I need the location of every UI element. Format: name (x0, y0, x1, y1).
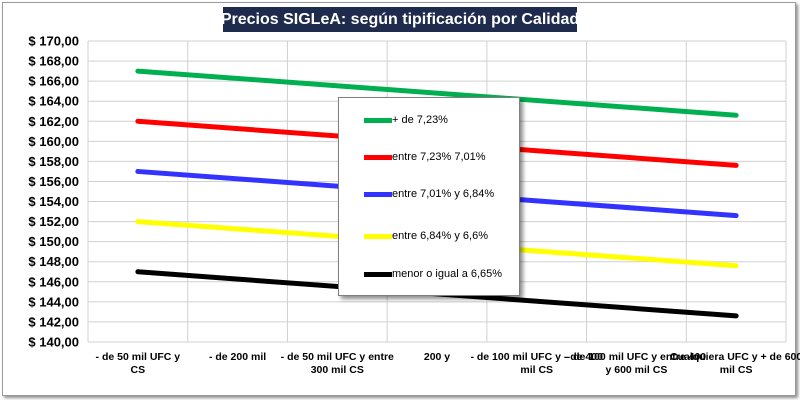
x-tick-label: - de 50 mil UFC y CS (96, 351, 181, 376)
legend-item: entre 6,84% y 6,6% (364, 228, 488, 244)
x-tick-label: - de 200 mil (209, 351, 266, 363)
y-axis-ticks: $ 140,00 $ 142,00 $ 144,00 $ 146,00 $ 148,00… (28, 34, 79, 350)
legend-label: entre 6,84% y 6,6% (392, 230, 489, 242)
y-tick-label: $ 144,00 (28, 294, 79, 309)
legend-item: menor o igual a 6,65% (364, 266, 502, 282)
x-tick-label: - de 50 mil UFC y entre 300 mil CS (281, 351, 394, 376)
y-tick-label: $ 150,00 (28, 234, 79, 249)
x-tick-label: Cualquiera UFC y + de 600 mil CS (670, 351, 800, 376)
y-tick-label: $ 140,00 (28, 335, 79, 350)
legend-item: + de 7,23% (364, 112, 448, 128)
legend-swatch-4 (364, 271, 392, 277)
x-axis-ticks: - de 50 mil UFC y CS - de 200 mil - de 50 m… (96, 351, 800, 376)
x-tick-label: 200 y (424, 351, 450, 363)
legend-label: menor o igual a 6,65% (392, 268, 503, 280)
legend-swatch-2 (364, 191, 392, 197)
legend-item: entre 7,01% y 6,84% (364, 186, 494, 202)
x-tick-label: - de 100 mil UFC y entre 400 y 600 mil CS (567, 351, 707, 376)
y-tick-label: $ 148,00 (28, 254, 79, 269)
legend-label: entre 7,01% y 6,84% (392, 188, 495, 200)
legend-swatch-0 (364, 117, 392, 123)
legend-swatch-1 (364, 154, 392, 160)
y-tick-label: $ 160,00 (28, 134, 79, 149)
y-tick-label: $ 158,00 (28, 154, 79, 169)
y-tick-label: $ 152,00 (28, 214, 79, 229)
chart-title: Precios SIGLeA: según tipificación por C… (221, 7, 579, 32)
legend-label: entre 7,23% 7,01% (392, 151, 486, 163)
y-tick-label: $ 154,00 (28, 194, 79, 209)
y-tick-label: $ 142,00 (28, 314, 79, 329)
legend: + de 7,23% entre 7,23% 7,01% entre 7,01%… (338, 97, 520, 296)
series-line-0 (135, 68, 739, 118)
x-tick-label: - de 100 mil UFC y - de 400 mil CS (470, 351, 603, 376)
y-tick-label: $ 156,00 (28, 174, 79, 189)
y-tick-label: $ 162,00 (28, 114, 79, 129)
y-tick-label: $ 166,00 (28, 74, 79, 89)
y-tick-label: $ 168,00 (28, 54, 79, 69)
y-tick-label: $ 170,00 (28, 34, 79, 49)
y-tick-label: $ 146,00 (28, 274, 79, 289)
legend-item: entre 7,23% 7,01% (364, 149, 486, 165)
legend-swatch-3 (364, 233, 392, 239)
y-tick-label: $ 164,00 (28, 94, 79, 109)
legend-label: + de 7,23% (392, 114, 448, 126)
